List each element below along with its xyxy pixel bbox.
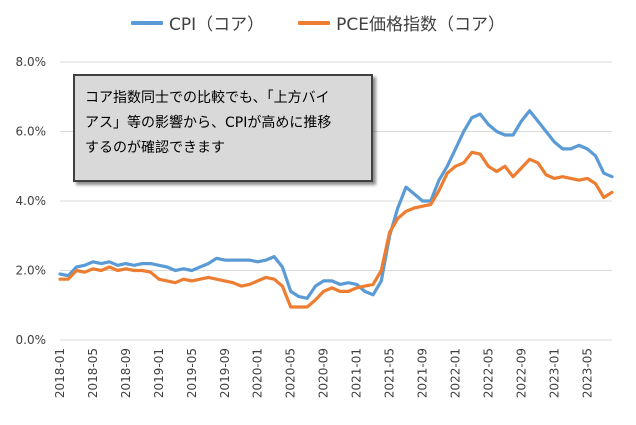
x-tick-label: 2018-01 (53, 348, 67, 398)
annotation-line-3: するのが確認できます (85, 140, 225, 156)
legend-label-pce: PCE価格指数（コア） (336, 15, 505, 35)
x-tick-label: 2021-01 (350, 348, 364, 398)
y-tick-label: 6.0% (16, 125, 47, 139)
chart-legend: CPI（コア） PCE価格指数（コア） (0, 10, 636, 35)
annotation-line-2: アス」等の影響から、CPIが高めに推移 (85, 115, 332, 131)
series-lines (58, 109, 614, 309)
y-tick-label: 0.0% (16, 333, 47, 347)
legend-item-pce: PCE価格指数（コア） (298, 10, 505, 35)
x-tick-label: 2019-01 (152, 348, 166, 398)
x-axis: 2018-01 2018-05 2018-09 2019-01 2019-05 2019-… (53, 348, 594, 398)
y-tick-label: 8.0% (16, 55, 47, 69)
y-axis: 0.0% 2.0% 4.0% 6.0% 8.0% (16, 55, 47, 347)
y-tick-label: 2.0% (16, 264, 47, 278)
x-tick-label: 2022-01 (448, 348, 462, 398)
x-tick-label: 2023-01 (547, 348, 561, 398)
gridlines (60, 61, 612, 341)
annotation-line-1: コア指数同士での比較でも、「上方バイ (85, 90, 330, 106)
series-line-pce (58, 150, 614, 309)
x-tick-label: 2020-05 (284, 348, 298, 398)
x-tick-label: 2020-01 (251, 348, 265, 398)
y-tick-label: 4.0% (16, 194, 47, 208)
x-tick-label: 2022-09 (514, 348, 528, 398)
x-tick-label: 2018-05 (86, 348, 100, 398)
x-tick-label: 2023-05 (580, 348, 594, 398)
x-tick-label: 2021-09 (416, 348, 430, 398)
annotation-box: コア指数同士での比較でも、「上方バイ アス」等の影響から、CPIが高めに推移 す… (73, 74, 373, 182)
x-tick-label: 2022-05 (481, 348, 495, 398)
x-tick-label: 2018-09 (119, 348, 133, 398)
x-tick-label: 2019-05 (185, 348, 199, 398)
legend-swatch-cpi (130, 20, 163, 25)
x-tick-label: 2021-05 (383, 348, 397, 398)
series-line-cpi (58, 109, 614, 300)
x-tick-label: 2020-09 (317, 348, 331, 398)
legend-item-cpi: CPI（コア） (130, 10, 265, 35)
x-tick-label: 2019-09 (218, 348, 232, 398)
legend-label-cpi: CPI（コア） (168, 15, 265, 35)
legend-swatch-pce (298, 20, 331, 25)
